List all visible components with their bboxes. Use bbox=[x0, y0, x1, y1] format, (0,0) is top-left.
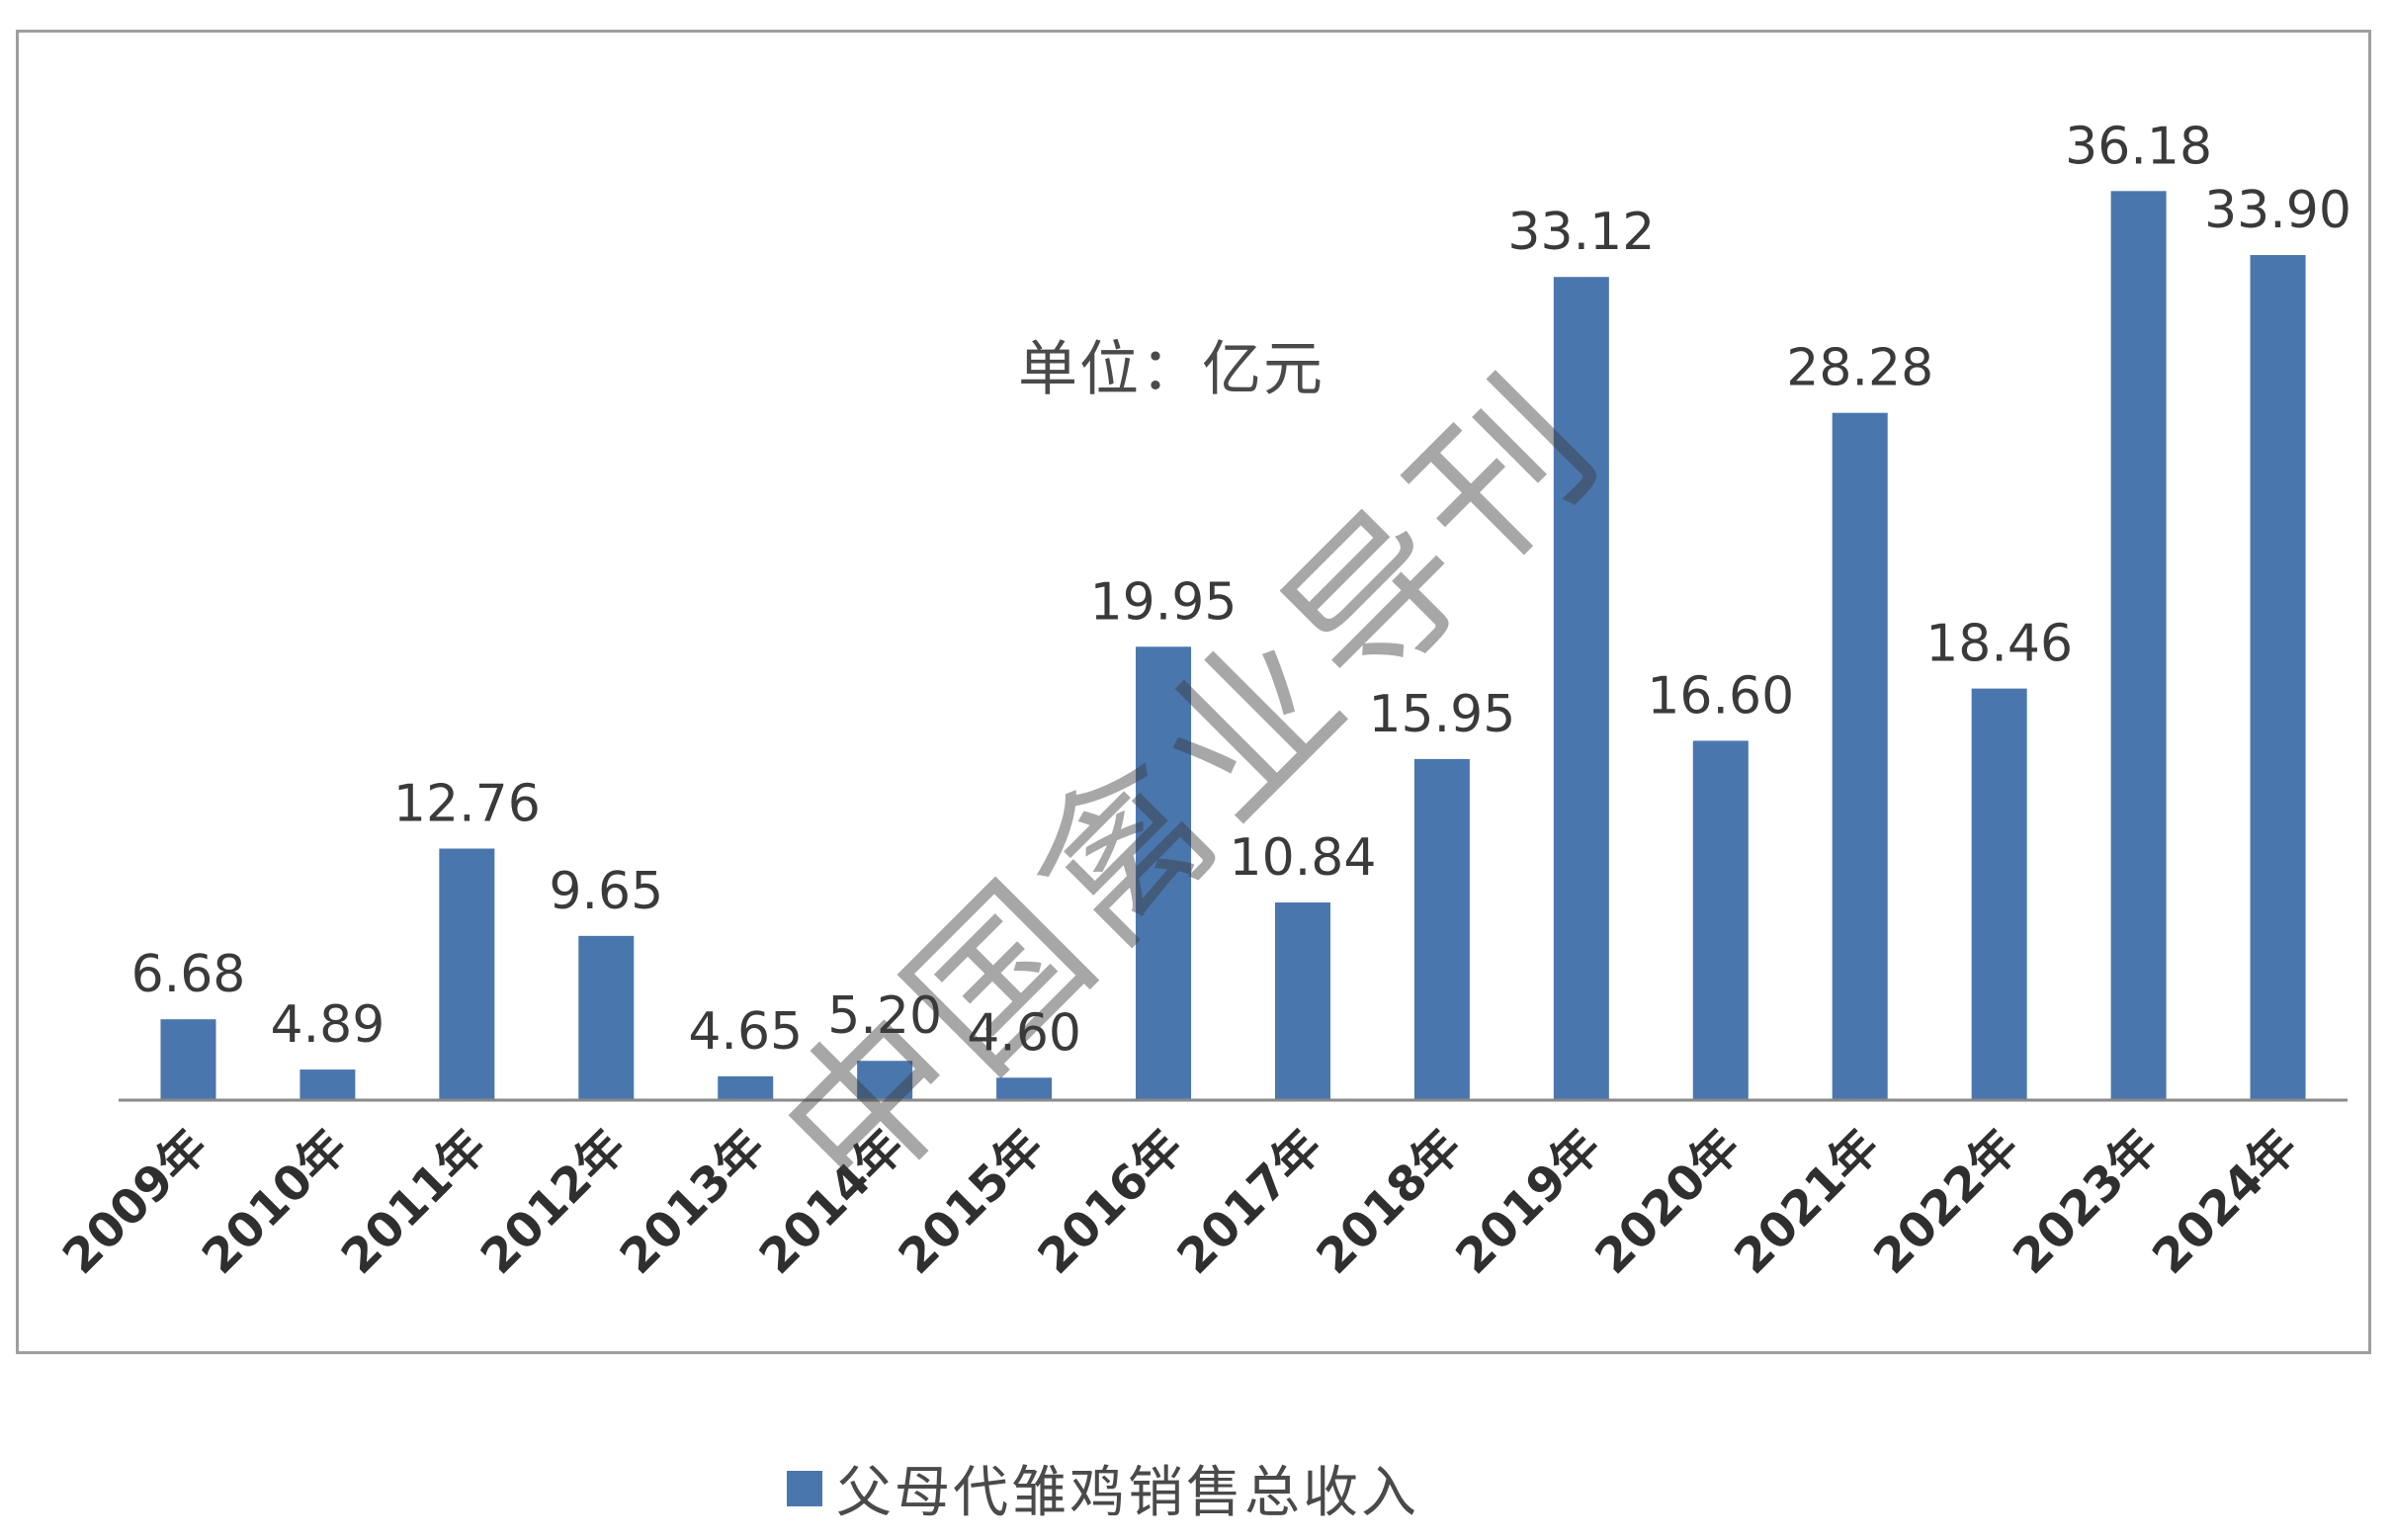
bar-2024年 bbox=[2250, 255, 2306, 1100]
x-tick-label: 2019年 bbox=[1445, 1119, 1611, 1285]
value-label: 19.95 bbox=[1090, 572, 1238, 632]
value-label: 4.89 bbox=[271, 995, 385, 1055]
x-tick-label: 2013年 bbox=[610, 1119, 776, 1285]
bar-2010年 bbox=[299, 1069, 356, 1100]
bar-2017年 bbox=[1274, 902, 1330, 1100]
x-tick-label: 2011年 bbox=[331, 1119, 497, 1285]
x-tick-label: 2020年 bbox=[1584, 1119, 1751, 1285]
x-tick-label: 2023年 bbox=[2003, 1119, 2169, 1285]
value-label: 12.76 bbox=[393, 775, 541, 834]
bar-2013年 bbox=[718, 1075, 774, 1100]
value-label: 36.18 bbox=[2065, 117, 2212, 176]
x-tick-label: 2009年 bbox=[52, 1119, 218, 1285]
bar-2011年 bbox=[439, 848, 495, 1100]
value-label: 9.65 bbox=[549, 862, 663, 921]
x-tick-label: 2012年 bbox=[470, 1119, 637, 1285]
bar-2009年 bbox=[160, 1019, 216, 1100]
bar-2015年 bbox=[996, 1077, 1053, 1100]
value-label: 33.12 bbox=[1507, 203, 1655, 262]
bar-2016年 bbox=[1136, 646, 1192, 1100]
x-tick-label: 2015年 bbox=[889, 1119, 1055, 1285]
legend-swatch bbox=[787, 1470, 822, 1506]
x-tick-label: 2018年 bbox=[1306, 1119, 1472, 1285]
value-label: 10.84 bbox=[1230, 828, 1377, 888]
x-tick-label: 2021年 bbox=[1724, 1119, 1890, 1285]
legend-label: 父母代雏鸡销售总收入 bbox=[836, 1461, 1419, 1525]
x-tick-label: 2024年 bbox=[2142, 1119, 2308, 1285]
legend: 父母代雏鸡销售总收入 bbox=[787, 1448, 1419, 1528]
bar-2022年 bbox=[1971, 688, 2027, 1100]
value-label: 16.60 bbox=[1647, 666, 1794, 726]
unit-label: 单位：亿元 bbox=[1018, 335, 1324, 404]
value-label: 5.20 bbox=[827, 986, 942, 1046]
bar-2021年 bbox=[1832, 412, 1888, 1100]
bar-2023年 bbox=[2110, 191, 2167, 1101]
bar-2012年 bbox=[578, 935, 635, 1100]
x-tick-label: 2017年 bbox=[1166, 1119, 1332, 1285]
value-label: 4.60 bbox=[967, 1003, 1081, 1063]
bar-2019年 bbox=[1553, 277, 1609, 1100]
bar-2020年 bbox=[1692, 740, 1749, 1100]
x-tick-label: 2014年 bbox=[749, 1119, 915, 1285]
value-label: 18.46 bbox=[1925, 615, 2073, 674]
value-label: 28.28 bbox=[1786, 339, 1933, 398]
value-label: 6.68 bbox=[131, 945, 246, 1004]
x-tick-label: 2016年 bbox=[1028, 1119, 1194, 1285]
value-label: 33.90 bbox=[2204, 181, 2351, 240]
x-tick-label: 2022年 bbox=[1863, 1119, 2029, 1285]
bar-2018年 bbox=[1413, 758, 1470, 1100]
value-label: 4.65 bbox=[688, 1002, 803, 1062]
x-tick-label: 2010年 bbox=[192, 1119, 358, 1285]
value-label: 15.95 bbox=[1368, 685, 1515, 744]
bar-2014年 bbox=[857, 1061, 913, 1100]
